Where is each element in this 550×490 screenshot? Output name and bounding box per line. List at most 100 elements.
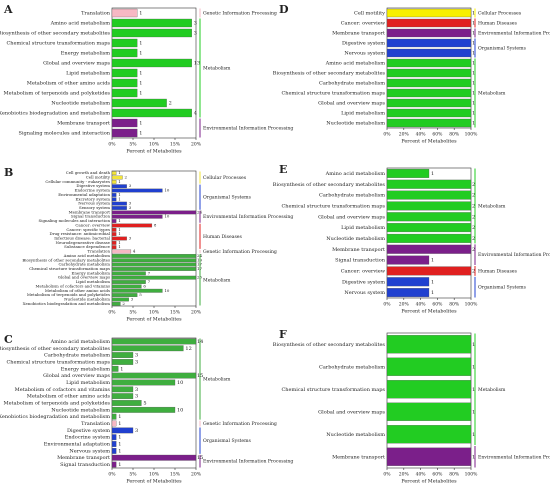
bar: [111, 108, 192, 118]
category-label: Xenobiotics biodegradation and metabolis…: [0, 111, 110, 117]
count-label: 1: [139, 131, 142, 137]
x-axis-label: Percent of Metabolites: [126, 317, 182, 323]
count-label: 2: [472, 236, 475, 242]
category-label: Metabolism of other amino acids: [45, 288, 110, 293]
count-label: 10: [164, 214, 169, 219]
category-label: Biosynthesis of other secondary metaboli…: [273, 182, 386, 188]
x-axis-label: Percent of Metabolites: [401, 309, 457, 315]
bar: [111, 400, 142, 406]
bar: [386, 190, 472, 200]
bar: [111, 197, 117, 202]
x-tick-label: 40%: [416, 302, 427, 308]
count-label: 1: [118, 442, 121, 448]
x-tick-label: 5%: [129, 310, 137, 316]
x-tick-label: 100%: [465, 132, 479, 138]
category-label: Endocrine system: [75, 188, 111, 193]
count-label: 1: [472, 101, 475, 107]
count-label: 1: [472, 71, 475, 77]
category-label: Amino acid metabolism: [325, 171, 386, 177]
bar: [111, 420, 117, 427]
x-tick-label: 20%: [191, 142, 202, 148]
bar: [111, 271, 146, 276]
bar: [111, 359, 134, 365]
group-label: Environmental Information Processing: [478, 252, 550, 258]
category-label: Cellular community - eukaryotes: [45, 179, 110, 184]
category-label: Metabolism of other amino acids: [27, 394, 111, 400]
category-label: Nervous system: [344, 290, 385, 296]
category-label: Cancer: overview: [341, 21, 386, 27]
group-label: Genetic Information Processing: [203, 11, 277, 17]
count-label: 1: [472, 91, 475, 97]
group-label: Metabolism: [203, 277, 231, 283]
x-tick-label: 60%: [432, 472, 443, 478]
group-label: Environmental Information Processing: [203, 214, 293, 220]
bar: [111, 201, 127, 206]
bar: [386, 168, 430, 178]
category-label: Metabolism of terpenoids and polyketides: [4, 91, 111, 97]
x-tick-label: 15%: [170, 472, 181, 478]
bar: [111, 352, 134, 358]
count-label: 1: [472, 11, 475, 17]
count-label: 1: [139, 91, 142, 97]
bar: [111, 232, 117, 237]
x-tick-label: 20%: [399, 472, 410, 478]
count-label: 1: [472, 387, 475, 393]
category-label: Excretory system: [76, 196, 111, 201]
count-label: 1: [472, 364, 475, 370]
count-label: 2: [472, 203, 475, 209]
bar: [111, 18, 192, 28]
category-label: Translation: [81, 11, 111, 17]
category-label: Chemical structure transformation maps: [281, 203, 385, 209]
x-axis-label: Percent of Metabolites: [126, 479, 182, 485]
x-tick-label: 80%: [449, 302, 460, 308]
count-label: 5: [143, 401, 146, 407]
bar: [111, 284, 142, 289]
count-label: 1: [118, 414, 121, 420]
bar: [111, 58, 192, 68]
category-label: Cell growth and death: [66, 170, 111, 175]
count-label: 12: [185, 346, 191, 352]
x-axis-label: Percent of Metabolites: [401, 479, 457, 485]
x-tick-label: 5%: [129, 472, 137, 478]
category-label: Metabolism of terpenoids and polyketides: [4, 401, 111, 407]
category-label: Signal transduction: [71, 214, 110, 219]
category-label: Signal transduction: [335, 258, 386, 264]
group-label: Environmental Information Processing: [478, 454, 550, 460]
group-label: Metabolism: [203, 66, 231, 72]
count-label: 1: [118, 462, 121, 468]
x-axis-label: Percent of Metabolites: [401, 139, 457, 145]
count-label: 1: [139, 11, 142, 17]
x-tick-label: 0%: [383, 302, 391, 308]
bar: [386, 244, 472, 254]
bar: [111, 372, 197, 379]
x-tick-label: 10%: [149, 310, 160, 316]
category-label: Neurodegenerative disease: [56, 240, 111, 245]
bar: [111, 210, 197, 215]
plot-frame: [386, 167, 472, 299]
category-label: Nervous system: [78, 201, 110, 206]
count-label: 1: [472, 432, 475, 438]
x-tick-label: 10%: [149, 142, 160, 148]
x-axis-label: Percent of Metabolites: [126, 149, 182, 155]
category-label: Nucleotide metabolism: [64, 296, 110, 301]
group-label: Metabolism: [478, 387, 506, 393]
panel-label: A: [3, 3, 13, 16]
category-label: Chemical structure transformation maps: [6, 41, 110, 47]
category-label: Global and overview maps: [58, 275, 110, 280]
category-label: Biosynthesis of other secondary metaboli…: [0, 346, 110, 352]
count-label: 1: [139, 121, 142, 127]
count-label: 1: [139, 71, 142, 77]
group-label: Metabolism: [203, 377, 231, 383]
x-tick-label: 40%: [416, 472, 427, 478]
group-label: Environmental Information Processing: [203, 459, 293, 465]
x-tick-label: 20%: [399, 132, 410, 138]
count-label: 3: [129, 205, 132, 210]
category-label: Xenobiotics biodegradation and metabolis…: [23, 301, 111, 306]
x-tick-label: 100%: [465, 302, 479, 308]
bar: [111, 386, 134, 393]
bar: [386, 277, 430, 287]
category-label: Drug resistance: antimicrobial: [49, 231, 110, 236]
bar: [111, 267, 197, 271]
count-label: 1: [118, 421, 121, 427]
category-label: Biosynthesis of other secondary metaboli…: [22, 257, 110, 262]
